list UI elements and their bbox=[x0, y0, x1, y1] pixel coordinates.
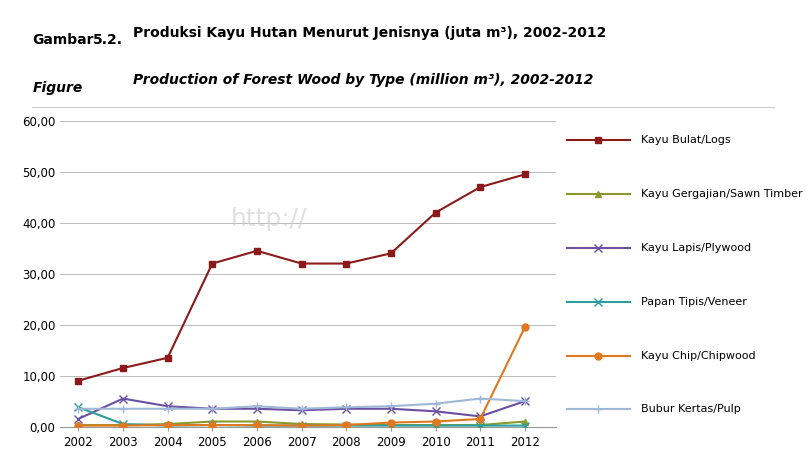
Kayu Chip/Chipwood bbox=[297, 423, 306, 428]
Kayu Bulat/Logs bbox=[476, 184, 485, 190]
Bubur Kertas/Pulp bbox=[252, 403, 262, 409]
Kayu Bulat/Logs bbox=[252, 248, 262, 254]
Kayu Chip/Chipwood bbox=[342, 422, 351, 428]
Papan Tipis/Veneer bbox=[476, 423, 485, 428]
Bubur Kertas/Pulp bbox=[520, 398, 530, 404]
Text: Bubur Kertas/Pulp: Bubur Kertas/Pulp bbox=[642, 404, 741, 414]
Papan Tipis/Veneer bbox=[297, 423, 306, 428]
Kayu Lapis/Plywood bbox=[252, 406, 262, 411]
Kayu Gergajian/Sawn Timber bbox=[73, 422, 83, 428]
Kayu Lapis/Plywood bbox=[386, 406, 396, 411]
Kayu Gergajian/Sawn Timber bbox=[118, 422, 128, 428]
Kayu Bulat/Logs bbox=[207, 261, 217, 266]
Papan Tipis/Veneer bbox=[430, 423, 440, 428]
Text: Kayu Chip/Chipwood: Kayu Chip/Chipwood bbox=[642, 351, 756, 361]
Papan Tipis/Veneer bbox=[342, 423, 351, 428]
Kayu Gergajian/Sawn Timber bbox=[430, 422, 440, 428]
Papan Tipis/Veneer bbox=[252, 423, 262, 428]
Kayu Gergajian/Sawn Timber bbox=[163, 421, 172, 427]
Kayu Gergajian/Sawn Timber bbox=[207, 419, 217, 424]
Bubur Kertas/Pulp bbox=[207, 406, 217, 411]
Text: Papan Tipis/Veneer: Papan Tipis/Veneer bbox=[642, 297, 747, 307]
Bubur Kertas/Pulp bbox=[118, 406, 128, 411]
Bubur Kertas/Pulp bbox=[430, 401, 440, 407]
Papan Tipis/Veneer bbox=[163, 423, 172, 428]
Kayu Lapis/Plywood bbox=[163, 403, 172, 409]
Papan Tipis/Veneer bbox=[73, 404, 83, 410]
Kayu Chip/Chipwood bbox=[430, 419, 440, 424]
Kayu Bulat/Logs bbox=[520, 172, 530, 177]
Papan Tipis/Veneer bbox=[386, 423, 396, 428]
Text: Kayu Bulat/Logs: Kayu Bulat/Logs bbox=[642, 136, 731, 146]
Kayu Chip/Chipwood bbox=[163, 422, 172, 428]
Kayu Chip/Chipwood bbox=[118, 423, 128, 428]
Kayu Chip/Chipwood bbox=[252, 422, 262, 428]
Kayu Lapis/Plywood bbox=[297, 408, 306, 413]
Kayu Bulat/Logs bbox=[430, 210, 440, 215]
Text: Kayu Gergajian/Sawn Timber: Kayu Gergajian/Sawn Timber bbox=[642, 189, 803, 199]
Kayu Lapis/Plywood bbox=[118, 396, 128, 401]
Kayu Gergajian/Sawn Timber bbox=[476, 422, 485, 428]
Kayu Chip/Chipwood bbox=[207, 422, 217, 428]
Kayu Lapis/Plywood bbox=[207, 406, 217, 411]
Text: 5.2.: 5.2. bbox=[93, 33, 123, 47]
Kayu Bulat/Logs bbox=[297, 261, 306, 266]
Line: Kayu Gergajian/Sawn Timber: Kayu Gergajian/Sawn Timber bbox=[75, 418, 529, 428]
Kayu Lapis/Plywood bbox=[520, 398, 530, 404]
Bubur Kertas/Pulp bbox=[163, 406, 172, 411]
Kayu Bulat/Logs bbox=[118, 365, 128, 371]
Kayu Chip/Chipwood bbox=[386, 419, 396, 425]
Text: Gambar: Gambar bbox=[32, 33, 93, 47]
Kayu Lapis/Plywood bbox=[430, 409, 440, 414]
Line: Kayu Bulat/Logs: Kayu Bulat/Logs bbox=[75, 171, 529, 384]
Kayu Bulat/Logs bbox=[342, 261, 351, 266]
Kayu Gergajian/Sawn Timber bbox=[252, 419, 262, 424]
Kayu Chip/Chipwood bbox=[520, 324, 530, 330]
Line: Papan Tipis/Veneer: Papan Tipis/Veneer bbox=[74, 403, 529, 430]
Kayu Chip/Chipwood bbox=[476, 416, 485, 422]
Bubur Kertas/Pulp bbox=[342, 404, 351, 410]
Text: Kayu Lapis/Plywood: Kayu Lapis/Plywood bbox=[642, 243, 751, 253]
Kayu Bulat/Logs bbox=[73, 378, 83, 383]
Kayu Lapis/Plywood bbox=[342, 406, 351, 411]
Kayu Bulat/Logs bbox=[163, 355, 172, 361]
Line: Kayu Lapis/Plywood: Kayu Lapis/Plywood bbox=[74, 394, 529, 423]
Bubur Kertas/Pulp bbox=[297, 406, 306, 411]
Text: Produksi Kayu Hutan Menurut Jenisnya (juta m³), 2002-2012: Produksi Kayu Hutan Menurut Jenisnya (ju… bbox=[133, 26, 606, 40]
Bubur Kertas/Pulp bbox=[476, 396, 485, 401]
Text: Production of Forest Wood by Type (million m³), 2002-2012: Production of Forest Wood by Type (milli… bbox=[133, 73, 593, 88]
Papan Tipis/Veneer bbox=[207, 422, 217, 428]
Kayu Gergajian/Sawn Timber bbox=[297, 421, 306, 427]
Kayu Gergajian/Sawn Timber bbox=[386, 422, 396, 428]
Text: Figure: Figure bbox=[32, 81, 82, 95]
Papan Tipis/Veneer bbox=[520, 423, 530, 428]
Text: http://: http:// bbox=[231, 207, 307, 231]
Bubur Kertas/Pulp bbox=[73, 406, 83, 411]
Bubur Kertas/Pulp bbox=[386, 403, 396, 409]
Kayu Lapis/Plywood bbox=[476, 413, 485, 419]
Kayu Chip/Chipwood bbox=[73, 423, 83, 428]
Kayu Gergajian/Sawn Timber bbox=[342, 422, 351, 428]
Kayu Lapis/Plywood bbox=[73, 416, 83, 422]
Line: Bubur Kertas/Pulp: Bubur Kertas/Pulp bbox=[74, 394, 529, 413]
Kayu Bulat/Logs bbox=[386, 250, 396, 256]
Kayu Gergajian/Sawn Timber bbox=[520, 419, 530, 424]
Papan Tipis/Veneer bbox=[118, 421, 128, 427]
Line: Kayu Chip/Chipwood: Kayu Chip/Chipwood bbox=[75, 324, 529, 429]
